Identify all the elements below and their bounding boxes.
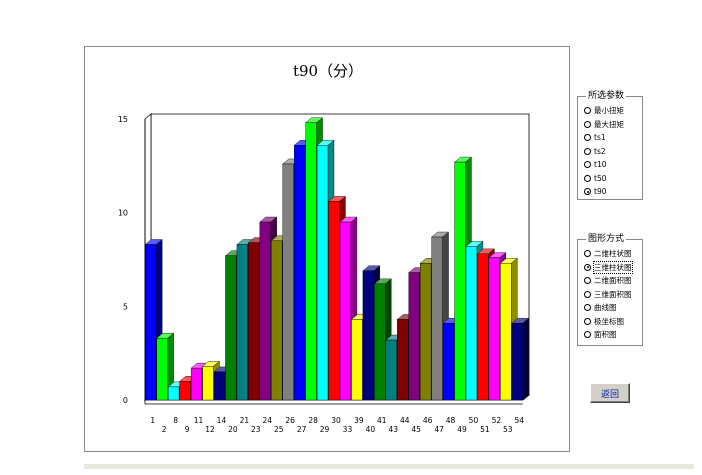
x-tick-label: 45 bbox=[411, 425, 421, 434]
radio-button-icon[interactable] bbox=[584, 317, 591, 325]
x-tick-label: 33 bbox=[343, 425, 353, 434]
radio-button-icon[interactable] bbox=[584, 331, 591, 338]
x-tick-label: 39 bbox=[354, 416, 364, 425]
chart-type-option[interactable]: 三维柱状图 bbox=[584, 260, 633, 274]
x-tick-label: 54 bbox=[514, 416, 524, 425]
x-tick-label: 52 bbox=[492, 416, 502, 425]
x-tick-label: 2 bbox=[162, 425, 167, 434]
x-tick-label: 51 bbox=[480, 425, 490, 434]
y-tick-label: 5 bbox=[123, 302, 128, 311]
y-axis-ticks: 0 5 10 15 bbox=[118, 115, 128, 405]
x-tick-label: 29 bbox=[320, 425, 330, 434]
x-tick-label: 30 bbox=[331, 416, 341, 425]
chart-type-option-label: 极坐标图 bbox=[594, 316, 624, 326]
param-option[interactable]: ts2 bbox=[584, 145, 606, 158]
x-tick-label: 12 bbox=[205, 425, 215, 434]
x-tick-label: 28 bbox=[308, 416, 318, 425]
chart-type-option-label: 三维面积图 bbox=[594, 289, 632, 299]
param-option[interactable]: t90 bbox=[584, 185, 606, 198]
x-tick-label: 41 bbox=[377, 416, 387, 425]
chart-type-option[interactable]: 二维面积图 bbox=[584, 274, 632, 287]
chart-type-option-label: 二维面积图 bbox=[594, 276, 632, 285]
chart-title: t90（分） bbox=[293, 62, 363, 80]
param-option-label: 最大扭矩 bbox=[594, 119, 624, 129]
y-tick-label: 0 bbox=[123, 396, 128, 405]
x-tick-label: 49 bbox=[457, 425, 467, 434]
chart-type-option-label: 面积图 bbox=[594, 330, 617, 339]
chart-type-option-label: 二维柱状图 bbox=[594, 249, 632, 258]
x-axis-ticks: 1289111214202123242526272829303339404143… bbox=[150, 416, 524, 434]
radio-button-icon[interactable] bbox=[584, 304, 591, 311]
x-tick-label: 1 bbox=[150, 416, 155, 425]
radio-button-icon[interactable] bbox=[584, 263, 591, 271]
chart-type-group: 图形方式 二维柱状图三维柱状图二维面积图三维面积图曲线图极坐标图面积图 bbox=[577, 232, 643, 346]
param-option-label: t90 bbox=[594, 187, 607, 196]
back-button[interactable]: 返回 bbox=[590, 383, 630, 403]
chart-type-group-title: 图形方式 bbox=[586, 232, 627, 246]
bar bbox=[156, 332, 175, 401]
x-tick-label: 25 bbox=[274, 425, 284, 434]
chart-type-option-label: 曲线图 bbox=[594, 303, 617, 312]
radio-button-icon[interactable] bbox=[584, 107, 591, 114]
y-tick-label: 10 bbox=[118, 209, 128, 218]
x-tick-label: 40 bbox=[366, 425, 376, 434]
x-tick-label: 24 bbox=[262, 416, 272, 425]
bar-series bbox=[144, 117, 530, 401]
param-option-label: t50 bbox=[594, 173, 607, 183]
radio-button-icon[interactable] bbox=[584, 174, 591, 182]
x-tick-label: 9 bbox=[185, 425, 190, 434]
radio-button-icon[interactable] bbox=[584, 250, 591, 257]
chart-type-option[interactable]: 二维柱状图 bbox=[584, 247, 632, 260]
chart-type-option-label: 三维柱状图 bbox=[593, 260, 633, 274]
x-tick-label: 21 bbox=[240, 416, 250, 425]
radio-button-icon[interactable] bbox=[584, 161, 591, 168]
radio-button-icon[interactable] bbox=[584, 290, 591, 298]
x-tick-label: 27 bbox=[297, 425, 307, 434]
param-option[interactable]: 最大扭矩 bbox=[584, 118, 624, 131]
radio-button-icon[interactable] bbox=[584, 147, 591, 155]
param-option[interactable]: t10 bbox=[584, 158, 606, 171]
radio-button-icon[interactable] bbox=[584, 277, 591, 284]
param-option-label: 最小扭矩 bbox=[594, 106, 624, 115]
x-tick-label: 48 bbox=[446, 416, 456, 425]
param-option-label: ts1 bbox=[594, 133, 606, 142]
chart-type-option[interactable]: 曲线图 bbox=[584, 301, 617, 314]
radio-button-icon[interactable] bbox=[584, 188, 591, 195]
bottom-divider bbox=[84, 464, 694, 469]
x-tick-label: 53 bbox=[503, 425, 513, 434]
params-group-title: 所选参数 bbox=[586, 89, 627, 103]
x-tick-label: 44 bbox=[400, 416, 410, 425]
param-option-label: t10 bbox=[594, 160, 607, 169]
chart-panel: t90（分） 0 5 10 15 1 2 8 9 11 12 14 20 21 23 24 25 26 27 28… bbox=[84, 46, 570, 452]
x-tick-label: 23 bbox=[251, 425, 261, 434]
x-tick-label: 11 bbox=[194, 416, 204, 425]
x-tick-label: 47 bbox=[434, 425, 444, 434]
chart-type-option[interactable]: 面积图 bbox=[584, 328, 617, 341]
params-group: 所选参数 最小扭矩最大扭矩 ts1 ts2 t10 t50 t90 bbox=[577, 89, 643, 200]
x-tick-label: 8 bbox=[173, 416, 178, 425]
x-tick-label: 14 bbox=[217, 416, 227, 425]
x-tick-label: 46 bbox=[423, 416, 433, 425]
param-option-label: ts2 bbox=[594, 146, 606, 156]
radio-button-icon[interactable] bbox=[584, 120, 591, 128]
chart-type-option[interactable]: 极坐标图 bbox=[584, 315, 624, 328]
x-tick-label: 20 bbox=[228, 425, 238, 434]
x-tick-label: 50 bbox=[469, 416, 479, 425]
x-tick-label: 26 bbox=[285, 416, 295, 425]
param-option[interactable]: 最小扭矩 bbox=[584, 104, 624, 117]
param-option[interactable]: ts1 bbox=[584, 131, 606, 144]
bar bbox=[511, 317, 530, 401]
x-tick-label: 43 bbox=[388, 425, 398, 434]
radio-button-icon[interactable] bbox=[584, 134, 591, 141]
y-tick-label: 15 bbox=[118, 115, 128, 124]
param-option[interactable]: t50 bbox=[584, 172, 606, 185]
chart-type-option[interactable]: 三维面积图 bbox=[584, 288, 632, 301]
